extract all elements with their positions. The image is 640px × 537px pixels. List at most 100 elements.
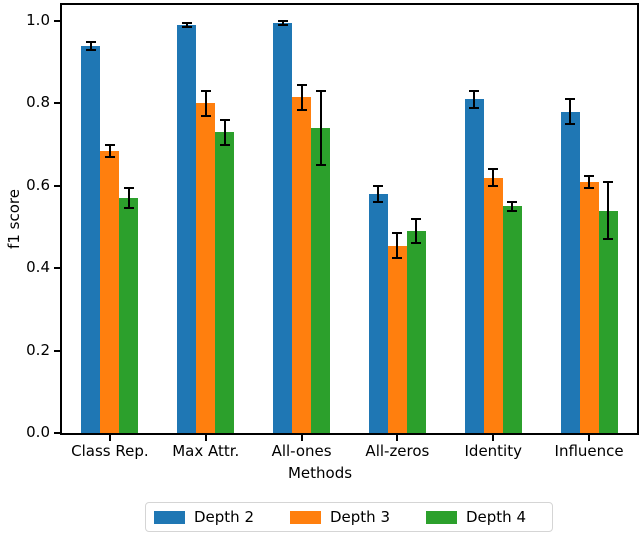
error-bar-line	[607, 181, 610, 240]
error-bar-cap-bottom	[488, 184, 499, 187]
bar	[598, 210, 618, 433]
error-bar-cap-top	[200, 90, 211, 93]
x-tick-mark	[108, 435, 111, 441]
x-axis-label: Methods	[287, 464, 353, 482]
error-bar-line	[473, 91, 476, 108]
error-bar-cap-top	[104, 143, 115, 146]
error-bar-line	[127, 187, 130, 209]
error-bar-cap-bottom	[392, 256, 403, 259]
y-tick-label: 0.4	[26, 258, 50, 277]
bar	[119, 198, 139, 433]
x-tick-label: Influence	[554, 442, 624, 460]
x-tick-mark	[396, 435, 399, 441]
bar	[273, 23, 293, 433]
error-bar-cap-top	[277, 20, 288, 22]
x-tick-mark	[300, 435, 303, 441]
error-bar-cap-bottom	[296, 108, 307, 111]
bar	[196, 103, 216, 433]
error-bar-cap-bottom	[469, 106, 480, 109]
bar	[387, 245, 407, 433]
error-bar-cap-top	[469, 90, 480, 93]
error-bar-line	[223, 119, 226, 145]
bar	[292, 97, 312, 433]
y-tick-label: 0.0	[26, 423, 50, 441]
error-bar-cap-top	[507, 201, 518, 204]
error-bar-cap-top	[411, 217, 422, 220]
y-tick-label: 0.6	[26, 175, 50, 194]
error-bar-cap-bottom	[565, 123, 576, 125]
legend-label: Depth 4	[466, 507, 526, 526]
error-bar-line	[319, 91, 322, 166]
legend-item: Depth 4	[426, 507, 526, 526]
bar	[81, 45, 101, 433]
error-bar-cap-bottom	[219, 143, 230, 146]
x-tick-label: Max Attr.	[172, 442, 240, 460]
x-tick-label: Class Rep.	[71, 442, 149, 460]
x-tick-mark	[204, 435, 207, 441]
error-bar-line	[185, 23, 188, 28]
error-bar-cap-bottom	[584, 186, 595, 189]
error-bar-cap-top	[296, 83, 307, 86]
error-bar-line	[377, 185, 380, 203]
error-bar-cap-top	[488, 168, 499, 171]
error-bar-line	[588, 175, 591, 188]
error-bar-cap-top	[123, 186, 134, 189]
error-bar-line	[415, 218, 418, 244]
y-tick-mark	[54, 267, 60, 270]
error-bar-cap-bottom	[200, 114, 211, 117]
error-bar-cap-bottom	[373, 201, 384, 204]
error-bar-cap-top	[219, 118, 230, 121]
y-tick-label: 0.2	[26, 340, 50, 359]
error-bar-cap-bottom	[603, 238, 614, 241]
error-bar-cap-top	[392, 232, 403, 235]
y-tick-mark	[54, 349, 60, 352]
y-tick-mark	[54, 102, 60, 105]
bar	[215, 132, 235, 433]
legend-label: Depth 3	[330, 507, 390, 526]
x-tick-label: All-ones	[271, 442, 332, 460]
bar	[368, 194, 388, 433]
error-bar-cap-top	[565, 98, 576, 101]
bar	[560, 111, 580, 433]
legend-swatch	[154, 510, 185, 524]
bar	[483, 177, 503, 433]
error-bar-line	[281, 21, 284, 26]
bar	[579, 181, 599, 433]
error-bar-cap-bottom	[181, 26, 192, 29]
x-tick-label: Identity	[464, 442, 523, 460]
bar	[311, 128, 331, 433]
legend-item: Depth 3	[290, 507, 390, 526]
x-tick-label: All-zeros	[365, 442, 430, 460]
y-tick-mark	[54, 432, 60, 434]
legend-swatch	[290, 510, 321, 524]
error-bar-cap-top	[85, 40, 96, 43]
legend: Depth 2 Depth 3 Depth 4	[145, 502, 553, 532]
error-bar-line	[300, 84, 303, 110]
error-bar-line	[396, 233, 399, 258]
error-bar-cap-bottom	[411, 242, 422, 245]
y-tick-label: 0.8	[26, 93, 50, 112]
error-bar-line	[89, 41, 92, 50]
error-bar-line	[492, 169, 495, 186]
error-bar-cap-bottom	[85, 48, 96, 51]
error-bar-cap-top	[373, 184, 384, 187]
error-bar-line	[108, 144, 111, 157]
x-tick-mark	[492, 435, 495, 441]
y-axis-label: f1 score	[5, 189, 23, 249]
error-bar-cap-top	[603, 180, 614, 183]
bar	[100, 150, 120, 433]
y-tick-label: 1.0	[26, 11, 50, 29]
error-bar-line	[204, 91, 207, 116]
error-bar-cap-top	[315, 90, 326, 93]
legend-swatch	[426, 510, 457, 524]
error-bar-line	[569, 99, 572, 124]
error-bar-cap-top	[584, 174, 595, 177]
error-bar-cap-bottom	[277, 24, 288, 27]
error-bar-line	[511, 202, 514, 211]
y-tick-mark	[54, 184, 60, 187]
error-bar-cap-top	[181, 22, 192, 25]
error-bar-cap-bottom	[315, 164, 326, 167]
bar	[502, 206, 522, 433]
legend-label: Depth 2	[194, 507, 254, 526]
